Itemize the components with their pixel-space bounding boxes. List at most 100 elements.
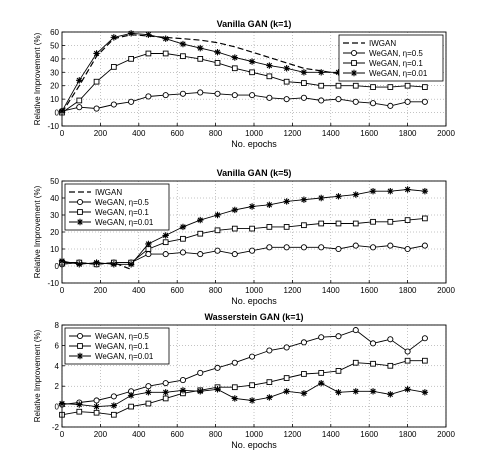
data-point	[266, 224, 273, 230]
y-tick-label: 20	[50, 82, 59, 91]
chart-title: Wasserstein GAN (k=1)	[205, 312, 304, 322]
y-tick-label: 10	[50, 95, 59, 104]
data-point	[197, 388, 204, 395]
series-line	[62, 217, 425, 265]
data-point	[369, 188, 377, 195]
y-tick-label: 4	[55, 362, 60, 371]
x-tick-label: 2000	[437, 430, 455, 439]
data-point	[231, 225, 238, 232]
series-line	[61, 360, 425, 416]
x-tick-label: 0	[60, 286, 65, 295]
y-tick-label: 30	[50, 68, 59, 77]
data-point	[369, 340, 377, 347]
data-point	[283, 96, 290, 103]
data-point	[128, 98, 135, 105]
data-point	[197, 89, 204, 96]
axes-frame	[61, 31, 447, 127]
data-point	[145, 31, 152, 38]
data-point	[352, 220, 359, 227]
y-tick-label: 0	[55, 403, 60, 412]
axes-frame	[61, 324, 447, 428]
data-point	[300, 244, 307, 251]
legend-item: IWGAN	[69, 188, 122, 197]
y-tick-label: 0	[55, 109, 60, 118]
data-point	[214, 211, 221, 219]
data-point	[318, 97, 325, 104]
legend-item: WeGAN, η=0.5	[343, 49, 423, 58]
legend-marker	[76, 198, 84, 206]
data-point	[145, 50, 152, 57]
data-point	[162, 239, 169, 246]
legend-marker	[350, 49, 358, 57]
data-point	[179, 40, 187, 48]
data-point	[335, 193, 342, 200]
data-point	[162, 35, 169, 42]
legend-label: WeGAN, η=0.5	[95, 198, 149, 207]
axes-frame	[61, 180, 447, 284]
data-point	[301, 222, 307, 229]
data-point	[335, 245, 342, 253]
data-point	[248, 203, 256, 210]
data-point	[214, 227, 221, 234]
data-point	[110, 34, 118, 41]
y-tick-label: 10	[50, 245, 59, 254]
data-point	[93, 409, 100, 416]
data-point	[283, 65, 290, 72]
data-point	[422, 84, 428, 90]
data-point	[318, 379, 325, 387]
series-line	[61, 91, 425, 112]
data-point	[369, 100, 377, 107]
data-point	[266, 347, 273, 354]
y-tick-label: 2	[55, 382, 60, 391]
data-point	[179, 387, 187, 394]
data-point	[179, 249, 187, 256]
data-point	[127, 261, 135, 268]
x-tick-label: 1200	[284, 430, 302, 439]
legend-label: WeGAN, η=0.5	[369, 49, 423, 58]
legend-marker	[76, 332, 84, 340]
data-point	[387, 102, 394, 109]
data-point	[162, 380, 169, 387]
data-point	[352, 359, 359, 366]
x-tick-label: 1200	[284, 286, 302, 295]
chart-panel-1: 0 200 400 600 800 1000 1200 1400 1600 1800 2000-10…	[33, 19, 455, 149]
data-point	[352, 388, 359, 395]
data-point	[318, 220, 325, 227]
data-point	[179, 90, 187, 97]
legend-item: WeGAN, η=0.5	[69, 332, 149, 341]
data-point	[335, 333, 342, 340]
legend-label: WeGAN, η=0.01	[369, 69, 428, 78]
data-point	[214, 386, 221, 393]
y-tick-label: 40	[50, 55, 59, 64]
data-point	[249, 247, 256, 254]
data-point	[93, 50, 100, 57]
y-tick-label: 0	[55, 262, 60, 271]
legend-item: WeGAN, η=0.01	[343, 69, 428, 78]
data-point	[179, 223, 187, 231]
legend-marker	[350, 69, 358, 77]
data-point	[145, 389, 152, 396]
legend-marker	[351, 60, 357, 66]
data-point	[145, 240, 152, 248]
data-point	[335, 82, 342, 89]
data-point	[421, 242, 428, 249]
data-point	[197, 369, 204, 376]
data-point	[300, 94, 307, 101]
data-point	[145, 400, 152, 407]
data-point	[110, 411, 117, 418]
data-point	[179, 377, 187, 384]
data-point	[352, 82, 359, 89]
chart-title: Vanilla GAN (k=5)	[217, 168, 292, 178]
data-point	[76, 97, 83, 104]
data-point	[318, 244, 325, 251]
x-tick-label: 1000	[245, 430, 263, 439]
data-point	[387, 242, 394, 249]
data-point	[369, 388, 377, 395]
x-tick-label: 200	[94, 129, 108, 138]
data-point	[300, 390, 308, 397]
y-tick-label: 50	[50, 41, 59, 50]
legend-label: WeGAN, η=0.1	[95, 342, 149, 351]
data-point	[231, 92, 238, 99]
x-tick-label: 200	[94, 430, 108, 439]
data-point	[421, 335, 428, 342]
